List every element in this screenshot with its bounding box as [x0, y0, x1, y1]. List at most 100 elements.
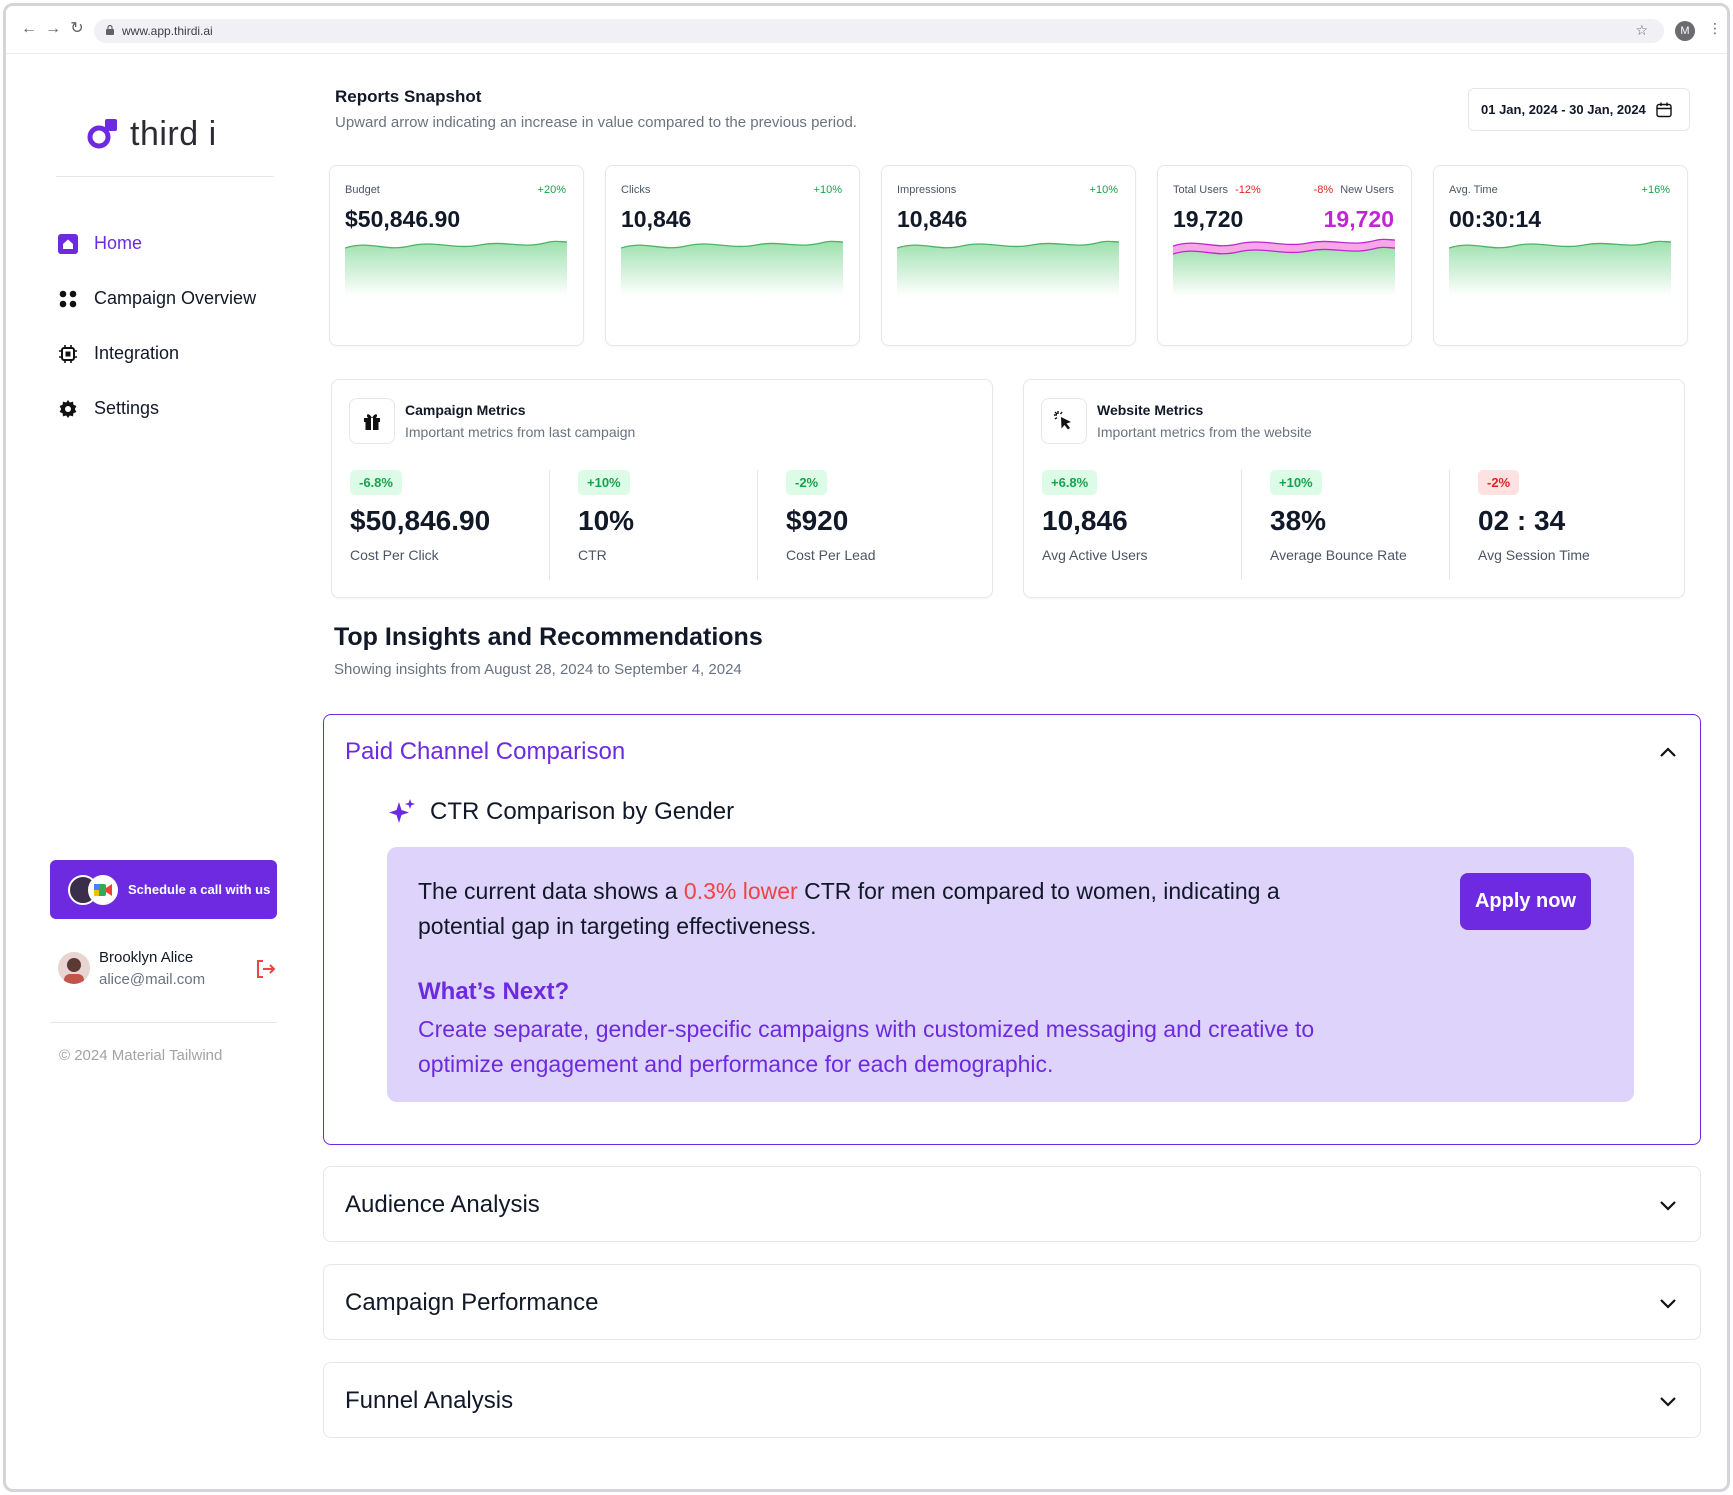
stat-value: 19,720 — [1173, 206, 1244, 232]
sidebar-item-campaign-overview[interactable]: Campaign Overview — [58, 271, 256, 326]
metric-label: Avg Active Users — [1042, 547, 1148, 563]
sparkline — [1449, 240, 1671, 296]
panel-title: Campaign Metrics — [405, 402, 526, 418]
new-users-label-group: -8% New Users — [1314, 184, 1394, 196]
new-users-change: -8% — [1313, 184, 1334, 196]
brand-logo[interactable]: third i — [86, 114, 217, 154]
stat-label: Total Users -12% — [1173, 184, 1261, 196]
metric-divider — [549, 470, 550, 580]
sidebar-item-settings[interactable]: Settings — [58, 381, 256, 436]
copyright: © 2024 Material Tailwind — [59, 1047, 223, 1064]
metric-change-badge: -2% — [1478, 470, 1520, 495]
metric-label: Average Bounce Rate — [1270, 547, 1407, 563]
stat-change: +10% — [813, 184, 842, 196]
stat-label: Impressions — [897, 184, 957, 196]
chevron-up-icon[interactable] — [1658, 743, 1678, 763]
schedule-call-button[interactable]: Schedule a call with us — [50, 860, 277, 919]
back-icon[interactable]: ← — [21, 20, 37, 37]
stat-card-clicks[interactable]: Clicks +10% 10,846 — [605, 165, 860, 346]
metric-value: 10% — [578, 505, 635, 536]
metric-change-badge: +10% — [1270, 470, 1322, 495]
sparkline — [897, 240, 1119, 296]
panel-subtitle: Important metrics from last campaign — [405, 424, 636, 440]
address-bar[interactable]: www.app.thirdi.ai ☆ — [94, 19, 1664, 43]
browser-menu-icon[interactable]: ⋮ — [1708, 20, 1722, 36]
metric-label: CTR — [578, 547, 607, 563]
chevron-down-icon[interactable] — [1658, 1195, 1678, 1215]
page-title: Reports Snapshot — [335, 87, 482, 106]
bookmark-star-icon[interactable]: ☆ — [1635, 22, 1648, 38]
insight-text: The current data shows a 0.3% lower CTR … — [418, 874, 1318, 944]
metric-label: Avg Session Time — [1478, 547, 1590, 563]
metric-divider — [1241, 470, 1242, 580]
stat-label: Avg. Time — [1449, 184, 1498, 196]
stat-label: Clicks — [621, 184, 651, 196]
metric-cost-per-lead: -2% $920 Cost Per Lead — [786, 470, 876, 563]
total-users-change: -12% — [1235, 184, 1261, 196]
whats-next-text: Create separate, gender-specific campaig… — [418, 1016, 1315, 1077]
panel-subtitle: Important metrics from the website — [1097, 424, 1312, 440]
browser-window: ← → ↻ www.app.thirdi.ai ☆ M ⋮ third i Ho… — [3, 3, 1730, 1492]
accordion-title: Audience Analysis — [345, 1191, 540, 1218]
insight-callout: The current data shows a 0.3% lower CTR … — [387, 847, 1634, 1102]
user-name: Brooklyn Alice — [99, 949, 194, 966]
sparkline — [345, 240, 567, 296]
cursor-click-icon — [1041, 398, 1087, 444]
forward-icon[interactable]: → — [45, 20, 61, 37]
metric-bounce-rate: +10% 38% Average Bounce Rate — [1270, 470, 1407, 563]
page-subtitle: Upward arrow indicating an increase in v… — [335, 114, 857, 131]
metric-change-badge: +10% — [578, 470, 630, 495]
stat-card-impressions[interactable]: Impressions +10% 10,846 — [881, 165, 1136, 346]
insight-heading-text: CTR Comparison by Gender — [430, 798, 735, 825]
sidebar-item-integration[interactable]: Integration — [58, 326, 256, 381]
sparkle-icon — [389, 799, 415, 823]
insights-subtitle: Showing insights from August 28, 2024 to… — [334, 661, 742, 678]
campaign-metrics-panel: Campaign Metrics Important metrics from … — [331, 379, 993, 598]
accordion-campaign-performance[interactable]: Campaign Performance — [323, 1264, 1701, 1340]
sidebar-divider — [56, 176, 274, 177]
metric-label: Cost Per Click — [350, 547, 439, 563]
new-users-value: 19,720 — [1323, 206, 1394, 232]
stat-change: +10% — [1089, 184, 1118, 196]
date-range-value: 01 Jan, 2024 - 30 Jan, 2024 — [1481, 102, 1646, 117]
stat-card-users[interactable]: Total Users -12% -8% New Users 19,720 19… — [1157, 165, 1412, 346]
browser-profile-avatar[interactable]: M — [1675, 21, 1695, 41]
sidebar-menu: Home Campaign Overview Integration Setti… — [58, 216, 256, 436]
metric-ctr: +10% 10% CTR — [578, 470, 634, 563]
metric-change-badge: +6.8% — [1042, 470, 1098, 495]
metric-divider — [1449, 470, 1450, 580]
metric-change-badge: -2% — [786, 470, 828, 495]
sidebar-item-label: Campaign Overview — [94, 288, 257, 308]
metric-value: 02 : 34 — [1478, 505, 1566, 536]
sidebar-item-label: Settings — [94, 398, 160, 418]
website-metrics-panel: Website Metrics Important metrics from t… — [1023, 379, 1685, 598]
logout-icon[interactable] — [254, 958, 276, 980]
insights-title: Top Insights and Recommendations — [334, 623, 763, 651]
avatar[interactable] — [58, 952, 90, 984]
date-range-picker[interactable]: 01 Jan, 2024 - 30 Jan, 2024 — [1468, 88, 1690, 131]
metric-avg-session-time: -2% 02 : 34 Avg Session Time — [1478, 470, 1590, 563]
stat-card-budget[interactable]: Budget +20% $50,846.90 — [329, 165, 584, 346]
apply-now-button[interactable]: Apply now — [1460, 873, 1591, 930]
home-icon — [58, 233, 78, 254]
url-text: www.app.thirdi.ai — [122, 24, 213, 38]
metric-change-badge: -6.8% — [350, 470, 402, 495]
stat-change: +16% — [1641, 184, 1670, 196]
chevron-down-icon[interactable] — [1658, 1293, 1678, 1313]
accordion-title[interactable]: Paid Channel Comparison — [345, 738, 626, 765]
chevron-down-icon[interactable] — [1658, 1391, 1678, 1411]
sidebar-item-label: Home — [94, 233, 143, 253]
accordion-paid-channel-comparison: Paid Channel Comparison CTR Comparison b… — [323, 714, 1701, 1145]
accordion-audience-analysis[interactable]: Audience Analysis — [323, 1166, 1701, 1242]
accordion-funnel-analysis[interactable]: Funnel Analysis — [323, 1362, 1701, 1438]
metric-label: Cost Per Lead — [786, 547, 876, 563]
stat-card-avg-time[interactable]: Avg. Time +16% 00:30:14 — [1433, 165, 1688, 346]
schedule-avatars — [68, 874, 118, 905]
panel-title: Website Metrics — [1097, 402, 1204, 418]
total-users-label: Total Users — [1173, 184, 1229, 196]
insight-text-end: CTR for men compared to women, indicatin… — [418, 878, 1280, 939]
reload-icon[interactable]: ↻ — [70, 20, 84, 37]
sidebar-item-label: Integration — [94, 343, 180, 363]
browser-toolbar: ← → ↻ www.app.thirdi.ai ☆ M ⋮ — [6, 6, 1727, 54]
sidebar-item-home[interactable]: Home — [58, 216, 256, 271]
